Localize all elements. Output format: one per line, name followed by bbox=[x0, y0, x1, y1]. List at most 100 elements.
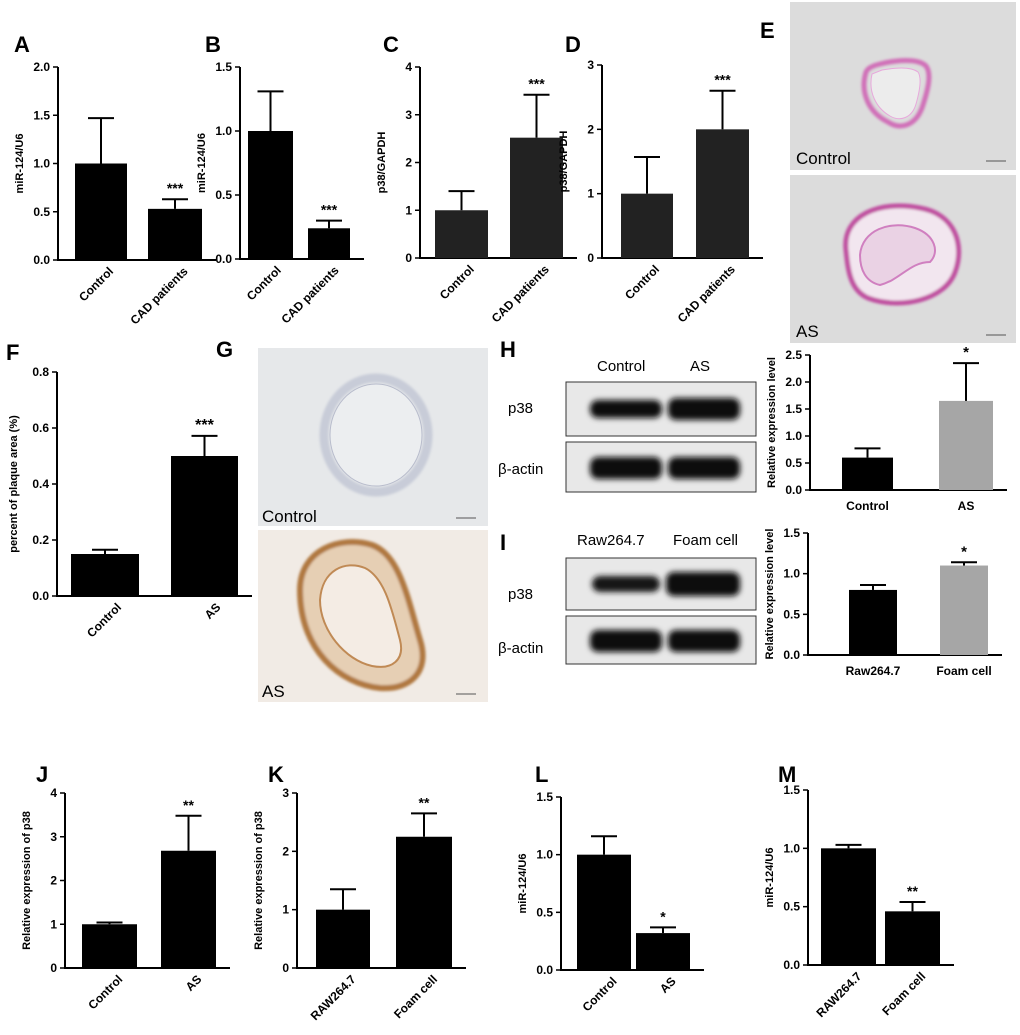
y-tick-label-J-4: 4 bbox=[50, 786, 57, 800]
panel-label-C: C bbox=[383, 32, 399, 57]
y-tick-label-C-0: 0 bbox=[405, 251, 412, 265]
bar-F-1 bbox=[171, 456, 238, 596]
category-label-K-1: Foam cell bbox=[391, 972, 440, 1021]
panel-label-A: A bbox=[14, 32, 30, 57]
blot-I-actin-band-1 bbox=[590, 630, 662, 652]
blot-I-actin-band-2 bbox=[668, 630, 740, 652]
chart-C: 0 1 2 3 4 p38/GAPDH Control *** CAD patients bbox=[376, 60, 577, 325]
y-tick-label-C-1: 1 bbox=[405, 203, 412, 217]
blot-H-p38-band-2 bbox=[668, 398, 740, 420]
y-tick-label-A-3: 1.5 bbox=[33, 108, 50, 122]
y-tick-label-H-1: 0.5 bbox=[785, 456, 802, 470]
blot-I-p38-band-2 bbox=[666, 572, 740, 596]
chart-J: 0 1 2 3 4 Relative expression of p38 Control **… bbox=[21, 786, 230, 1012]
blot-H-lane-2: AS bbox=[690, 358, 710, 375]
y-tick-label-C-2: 2 bbox=[405, 156, 412, 170]
bar-I-0 bbox=[849, 589, 897, 655]
significance-F-1: *** bbox=[195, 417, 214, 434]
y-tick-label-B-1: 0.5 bbox=[215, 188, 232, 202]
panel-label-B: B bbox=[205, 32, 221, 57]
category-label-L-0: Control bbox=[580, 974, 620, 1014]
chart-L: 0.0 0.5 1.0 1.5 miR-124/U6 Control * AS bbox=[517, 790, 704, 1014]
panel-label-F: F bbox=[6, 340, 19, 365]
blot-I-lane-1: Raw264.7 bbox=[577, 532, 645, 549]
y-tick-label-M-3: 1.5 bbox=[783, 783, 800, 797]
panel-label-I: I bbox=[500, 530, 506, 555]
significance-M-1: ** bbox=[907, 883, 918, 899]
bar-I-1 bbox=[940, 565, 988, 655]
panel-label-G: G bbox=[216, 337, 233, 362]
y-axis-label-A: miR-124/U6 bbox=[14, 134, 26, 194]
bar-H-0 bbox=[842, 457, 893, 490]
bar-M-1 bbox=[885, 911, 940, 965]
panel-label-E: E bbox=[760, 18, 775, 43]
micrograph-E-top-label: Control bbox=[796, 149, 851, 168]
y-tick-label-H-2: 1.0 bbox=[785, 429, 802, 443]
western-blot-H: Control AS p38 β-actin bbox=[498, 358, 757, 493]
y-axis-label-H: Relative expression level bbox=[766, 357, 778, 488]
y-axis-label-C: p38/GAPDH bbox=[376, 132, 388, 194]
micrograph-E-bottom-label: AS bbox=[796, 322, 819, 341]
category-label-H-0: Control bbox=[846, 499, 889, 513]
y-tick-label-B-0: 0.0 bbox=[215, 252, 232, 266]
chart-A: 0.0 0.5 1.0 1.5 2.0 miR-124/U6 Control *** CAD p… bbox=[14, 60, 216, 327]
chart-H: 0.0 0.5 1.0 1.5 2.0 2.5 Relative expression le… bbox=[766, 344, 1007, 513]
y-tick-label-J-3: 3 bbox=[50, 830, 57, 844]
y-tick-label-A-2: 1.0 bbox=[33, 157, 50, 171]
category-label-H-1: AS bbox=[958, 499, 975, 513]
y-tick-label-K-1: 1 bbox=[282, 903, 289, 917]
y-axis-label-K: Relative expression of p38 bbox=[253, 811, 265, 950]
significance-K-1: ** bbox=[419, 794, 430, 810]
category-label-C-1: CAD patients bbox=[489, 262, 552, 325]
y-axis-label-J: Relative expression of p38 bbox=[21, 811, 33, 950]
category-label-D-1: CAD patients bbox=[675, 262, 738, 325]
category-label-M-0: RAW264.7 bbox=[813, 969, 864, 1020]
bar-B-1 bbox=[308, 228, 350, 259]
blot-I-row-1: p38 bbox=[508, 586, 533, 603]
bar-J-0 bbox=[82, 924, 137, 968]
y-tick-label-L-1: 0.5 bbox=[536, 905, 553, 919]
blot-I-row-2: β-actin bbox=[498, 640, 543, 657]
category-label-A-1: CAD patients bbox=[127, 264, 190, 327]
y-tick-label-A-1: 0.5 bbox=[33, 205, 50, 219]
y-tick-label-I-3: 1.5 bbox=[783, 526, 800, 540]
y-tick-label-D-3: 3 bbox=[587, 58, 594, 72]
y-tick-label-K-0: 0 bbox=[282, 961, 289, 975]
blot-I-p38-band-1 bbox=[592, 576, 660, 592]
y-axis-label-D: p38/GAPDH bbox=[558, 131, 570, 193]
category-label-J-0: Control bbox=[85, 972, 125, 1012]
vessel-section-G-control bbox=[319, 373, 433, 497]
micrograph-G-bottom-label: AS bbox=[262, 682, 285, 701]
plaque-G-as bbox=[318, 564, 403, 668]
bar-H-1 bbox=[939, 400, 993, 490]
y-tick-label-M-2: 1.0 bbox=[783, 841, 800, 855]
blot-H-row-1: p38 bbox=[508, 400, 533, 417]
panel-label-D: D bbox=[565, 32, 581, 57]
bar-M-0 bbox=[821, 848, 876, 965]
bar-J-1 bbox=[161, 850, 216, 968]
category-label-B-1: CAD patients bbox=[278, 263, 341, 326]
bar-L-1 bbox=[636, 933, 690, 970]
vessel-lumen-E-control bbox=[870, 67, 921, 120]
plaque-E-as bbox=[858, 224, 936, 287]
micrograph-G-top-label: Control bbox=[262, 507, 317, 526]
y-tick-label-F-0: 0.0 bbox=[32, 589, 49, 603]
chart-M: 0.0 0.5 1.0 1.5 miR-124/U6 RAW264.7 ** Foam cel… bbox=[764, 783, 954, 1020]
y-axis-label-I: Relative expression level bbox=[764, 529, 776, 660]
panel-label-H: H bbox=[500, 337, 516, 362]
category-label-C-0: Control bbox=[437, 262, 477, 302]
y-tick-label-F-2: 0.4 bbox=[32, 477, 49, 491]
category-label-M-1: Foam cell bbox=[879, 969, 928, 1018]
category-label-L-1: AS bbox=[657, 974, 679, 996]
bar-D-0 bbox=[621, 193, 673, 258]
y-axis-label-B: miR-124/U6 bbox=[196, 133, 208, 193]
category-label-K-0: RAW264.7 bbox=[308, 972, 359, 1023]
category-label-A-0: Control bbox=[76, 264, 116, 304]
y-tick-label-H-5: 2.5 bbox=[785, 348, 802, 362]
chart-F: 0.0 0.2 0.4 0.6 0.8 percent of plaque area (%… bbox=[8, 365, 252, 640]
y-tick-label-F-4: 0.8 bbox=[32, 365, 49, 379]
blot-H-actin-band-2 bbox=[668, 457, 740, 479]
panel-label-K: K bbox=[268, 762, 284, 787]
category-label-J-1: AS bbox=[183, 972, 205, 994]
bar-D-1 bbox=[696, 129, 749, 258]
